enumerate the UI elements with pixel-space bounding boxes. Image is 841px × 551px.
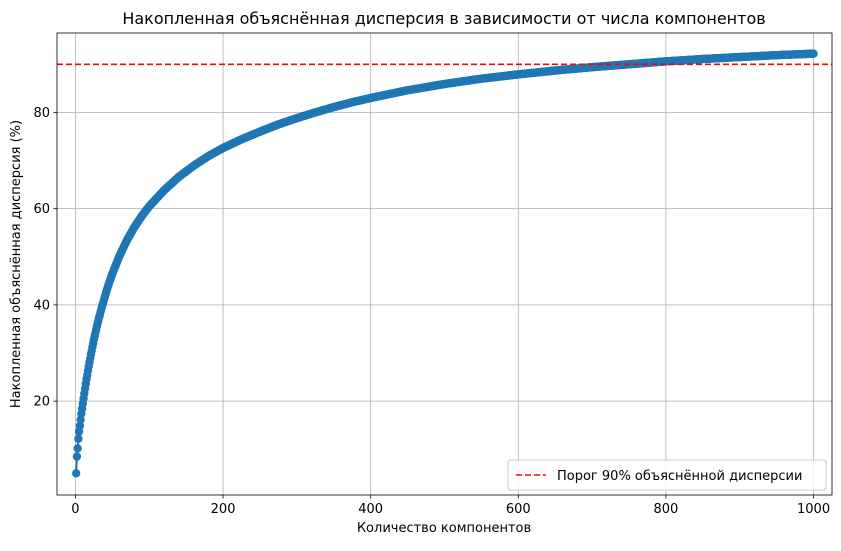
data-point-marker xyxy=(71,469,81,478)
data-point-marker xyxy=(73,444,82,453)
x-axis-label: Количество компонентов xyxy=(357,521,531,536)
chart-title: Накопленная объяснённая дисперсия в зави… xyxy=(122,9,765,28)
x-tick-label: 600 xyxy=(506,502,531,517)
data-series xyxy=(71,49,818,478)
x-tick-label: 200 xyxy=(211,502,236,517)
data-point-marker xyxy=(72,452,82,461)
y-tick-label: 40 xyxy=(33,298,50,313)
axis-ticks: 0 200 400 600 800 1000 20 40 60 80 xyxy=(33,106,830,517)
legend-threshold-label: Порог 90% объяснённой дисперсии xyxy=(557,469,802,484)
grid-lines xyxy=(57,33,832,495)
y-tick-label: 80 xyxy=(33,106,50,121)
legend-box xyxy=(507,459,827,491)
y-tick-label: 60 xyxy=(33,202,50,217)
series-line xyxy=(75,52,814,474)
x-tick-label: 800 xyxy=(654,502,679,517)
x-tick-label: 0 xyxy=(71,502,79,517)
y-axis-label: Накопленная объяснённая дисперсия (%) xyxy=(9,120,24,408)
x-tick-label: 1000 xyxy=(797,502,830,517)
y-tick-label: 20 xyxy=(33,395,50,410)
legend: Порог 90% объяснённой дисперсии xyxy=(507,459,827,491)
data-point-marker xyxy=(74,434,83,443)
plot-frame xyxy=(56,32,833,496)
x-tick-label: 400 xyxy=(358,502,383,517)
data-point-marker xyxy=(809,49,818,58)
